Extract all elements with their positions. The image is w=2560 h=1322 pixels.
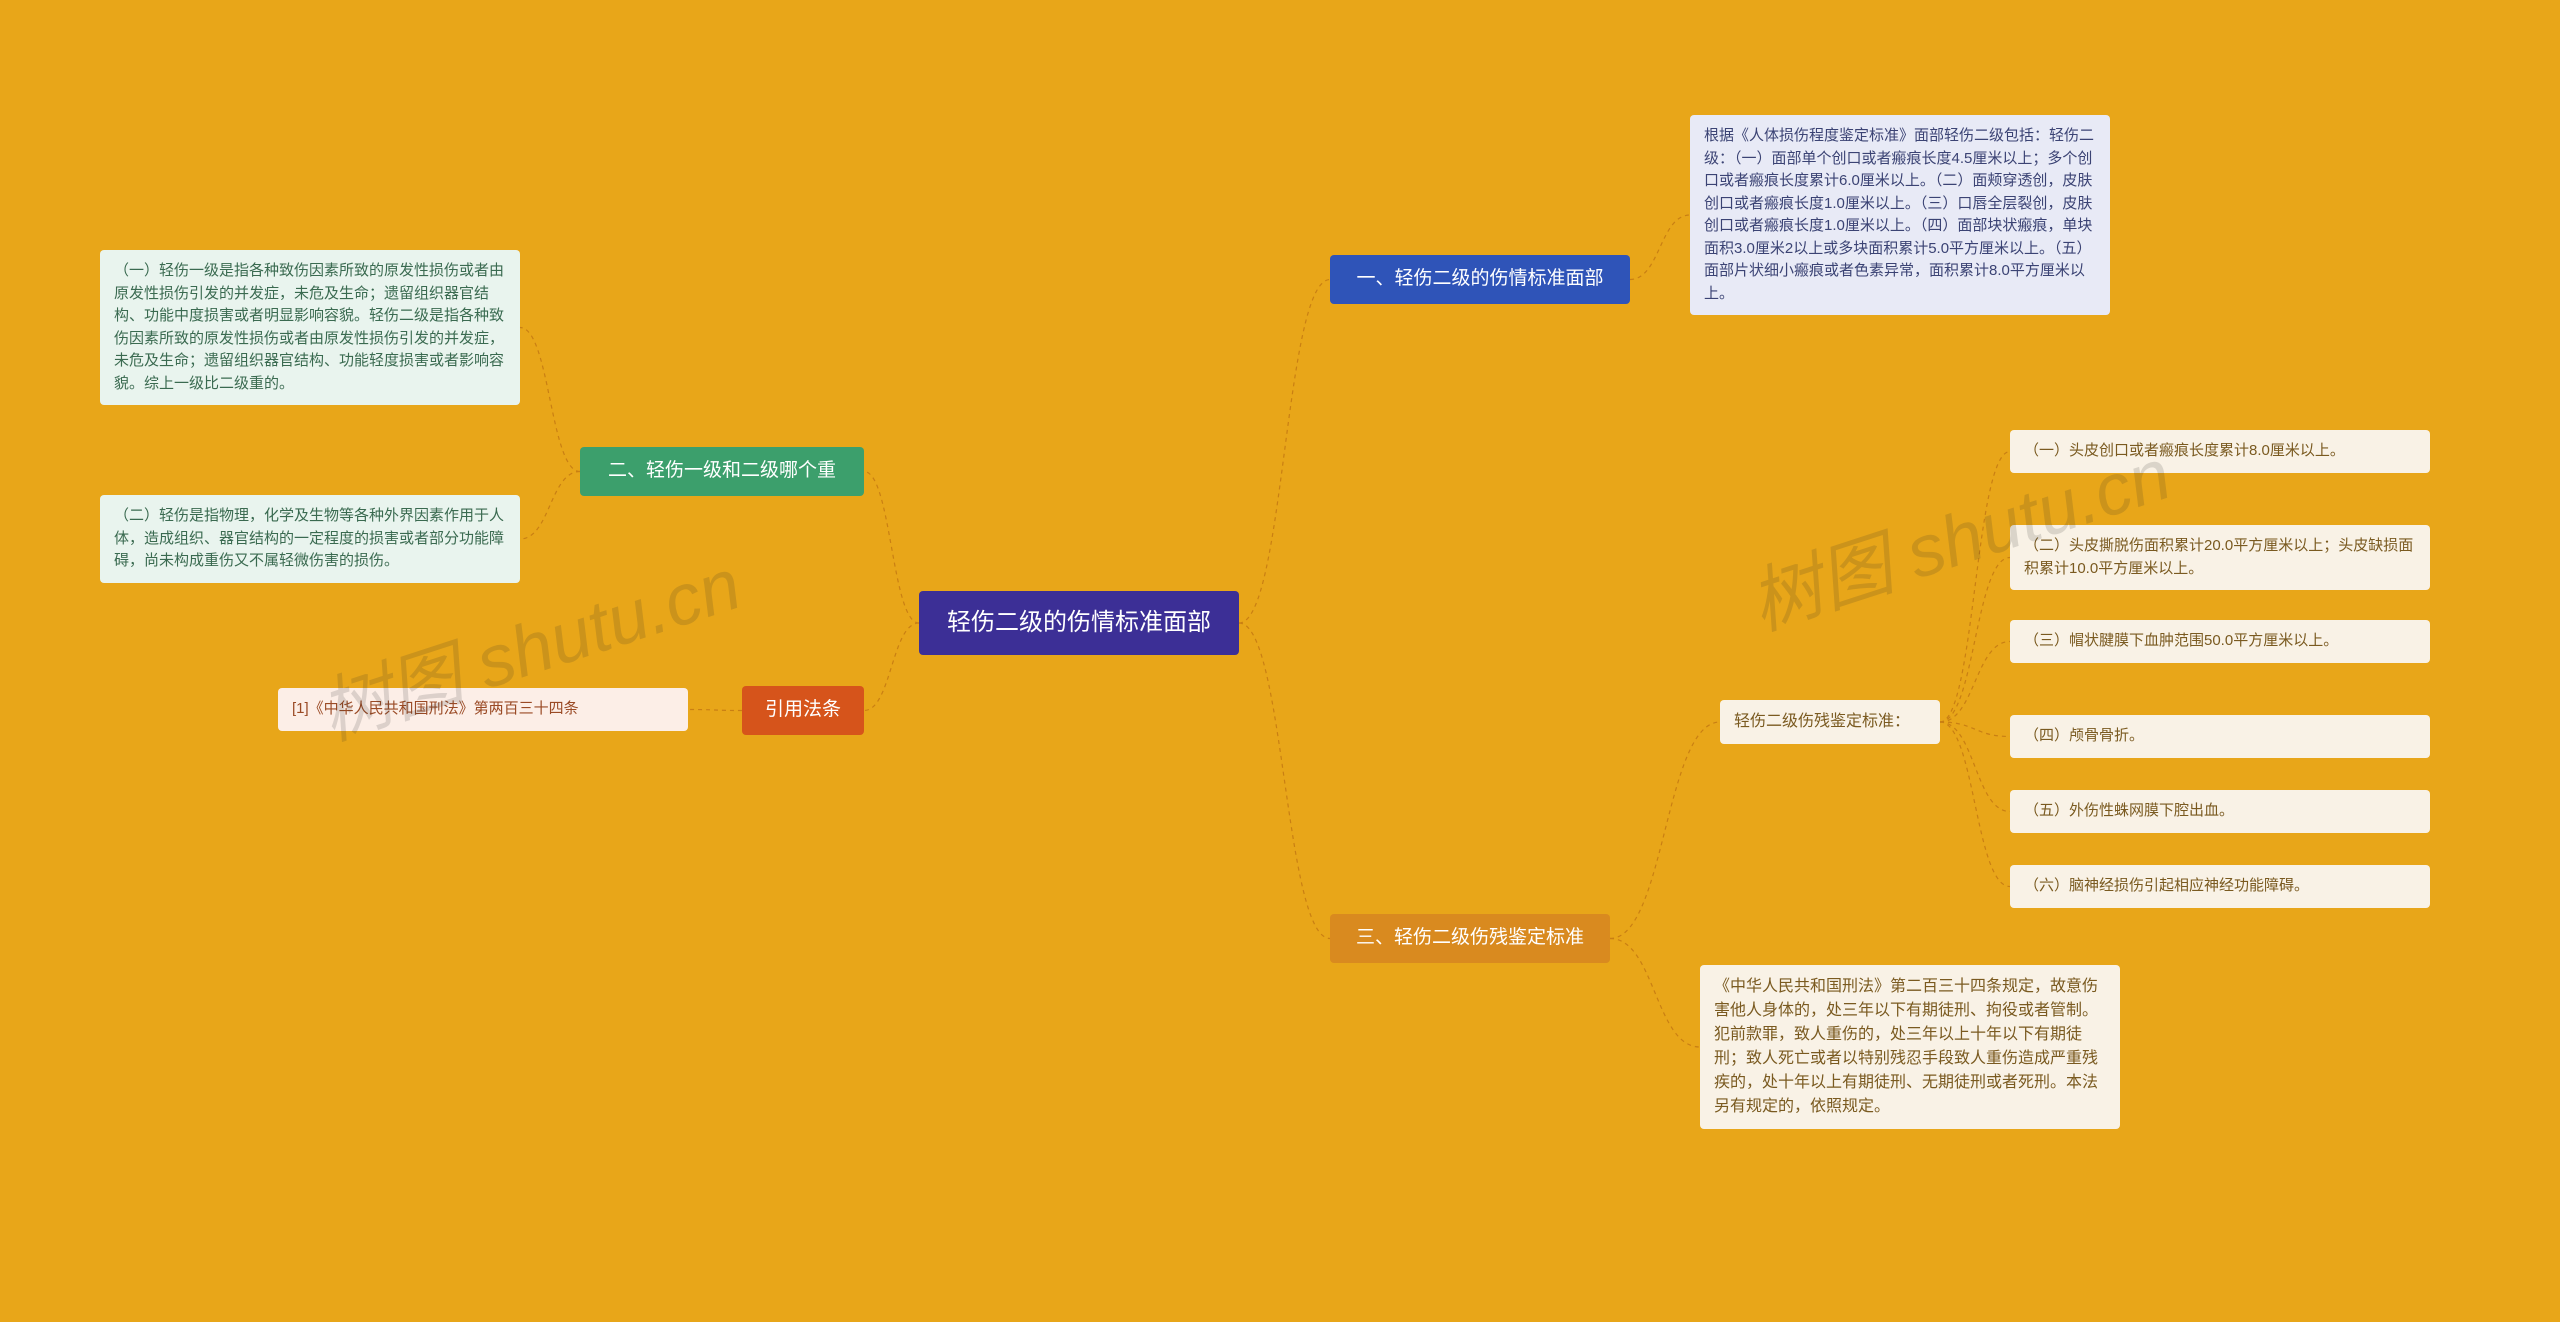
node-b3[interactable]: 三、轻伤二级伤残鉴定标准 bbox=[1330, 914, 1610, 963]
node-b1[interactable]: 一、轻伤二级的伤情标准面部 bbox=[1330, 255, 1630, 304]
node-s3a4[interactable]: （四）颅骨骨折。 bbox=[2010, 715, 2430, 758]
node-s3a1[interactable]: （一）头皮创口或者瘢痕长度累计8.0厘米以上。 bbox=[2010, 430, 2430, 473]
node-s3b[interactable]: 《中华人民共和国刑法》第二百三十四条规定，故意伤害他人身体的，处三年以下有期徒刑… bbox=[1700, 965, 2120, 1129]
node-s3a2[interactable]: （二）头皮撕脱伤面积累计20.0平方厘米以上；头皮缺损面积累计10.0平方厘米以… bbox=[2010, 525, 2430, 590]
node-b2[interactable]: 二、轻伤一级和二级哪个重 bbox=[580, 447, 864, 496]
node-s3a5[interactable]: （五）外伤性蛛网膜下腔出血。 bbox=[2010, 790, 2430, 833]
mindmap-canvas: 轻伤二级的伤情标准面部 二、轻伤一级和二级哪个重 （一）轻伤一级是指各种致伤因素所致… bbox=[0, 0, 2560, 1322]
node-s3a[interactable]: 轻伤二级伤残鉴定标准： bbox=[1720, 700, 1940, 744]
node-l4a[interactable]: [1]《中华人民共和国刑法》第两百三十四条 bbox=[278, 688, 688, 731]
node-root[interactable]: 轻伤二级的伤情标准面部 bbox=[919, 591, 1239, 655]
node-l2b[interactable]: （二）轻伤是指物理，化学及生物等各种外界因素作用于人体，造成组织、器官结构的一定… bbox=[100, 495, 520, 583]
node-s3a6[interactable]: （六）脑神经损伤引起相应神经功能障碍。 bbox=[2010, 865, 2430, 908]
node-l1a[interactable]: 根据《人体损伤程度鉴定标准》面部轻伤二级包括：轻伤二级：（一）面部单个创口或者瘢… bbox=[1690, 115, 2110, 315]
node-s3a3[interactable]: （三）帽状腱膜下血肿范围50.0平方厘米以上。 bbox=[2010, 620, 2430, 663]
node-b4[interactable]: 引用法条 bbox=[742, 686, 864, 735]
node-l2a[interactable]: （一）轻伤一级是指各种致伤因素所致的原发性损伤或者由原发性损伤引发的并发症，未危… bbox=[100, 250, 520, 405]
